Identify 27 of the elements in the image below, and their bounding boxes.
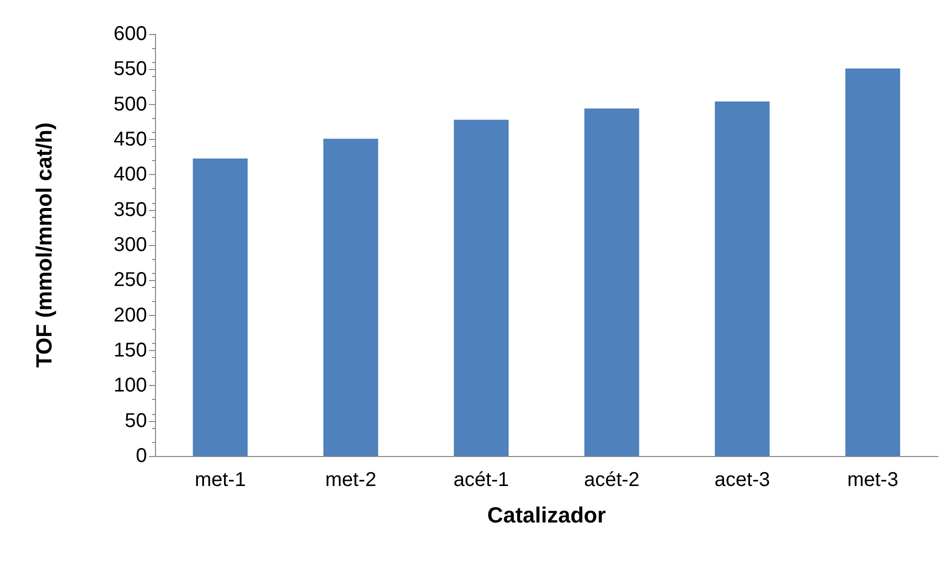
y-tick-label: 600 (114, 23, 147, 45)
y-tick-label: 400 (114, 164, 147, 186)
y-tick-label: 300 (114, 234, 147, 256)
x-tick-label: met-1 (194, 469, 246, 491)
y-tick-label: 500 (114, 93, 147, 116)
x-axis-title: Catalizador (487, 502, 606, 528)
bar (454, 120, 509, 456)
y-tick-label: 450 (114, 128, 147, 150)
bar (584, 108, 640, 456)
y-tick-label: 250 (114, 269, 147, 292)
bar (323, 138, 378, 456)
x-tick-label: acét-2 (584, 469, 640, 491)
y-tick-label: 100 (114, 374, 147, 397)
y-axis-title: TOF (mmol/mmol cat/h) (32, 122, 56, 368)
x-tick-label: acét-1 (453, 469, 510, 491)
y-tick-label: 200 (114, 304, 147, 326)
y-tick-label: 150 (114, 340, 147, 362)
bar (714, 102, 770, 456)
y-tick-label: 550 (114, 58, 147, 80)
y-tick-label: 50 (124, 410, 147, 432)
y-tick-label: 0 (136, 445, 147, 467)
y-tick-label: 350 (114, 198, 147, 221)
x-tick-label: acet-3 (714, 469, 770, 491)
bar (192, 158, 248, 456)
x-tick-label: met-3 (847, 469, 898, 491)
bar (845, 68, 900, 456)
x-tick-label: met-2 (325, 469, 376, 491)
